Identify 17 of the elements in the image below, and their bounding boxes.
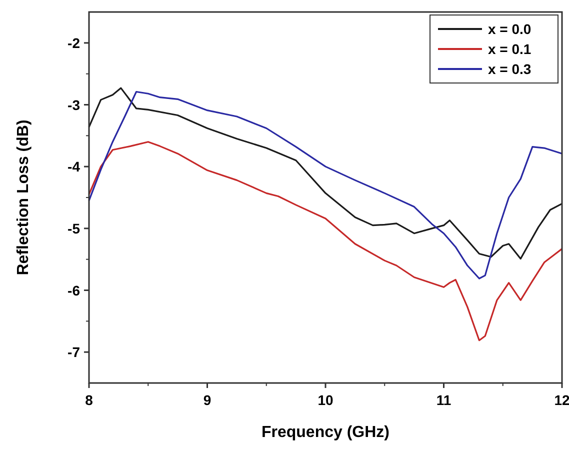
y-tick-label: -5: [68, 220, 80, 236]
x-axis-title: Frequency (GHz): [261, 424, 390, 441]
y-tick-label: -6: [68, 282, 80, 298]
legend-label: x = 0.0: [488, 21, 532, 37]
x-tick-label: 10: [318, 392, 334, 408]
y-tick-label: -7: [68, 344, 80, 360]
line-series: [88, 141, 563, 342]
y-axis-title: Reflection Loss (dB): [15, 120, 32, 276]
x-tick-label: 8: [85, 392, 94, 408]
y-tick-label: -2: [68, 34, 80, 51]
y-tick-label: -3: [68, 96, 80, 113]
legend-label: x = 0.3: [488, 61, 532, 77]
x-tick-label: 11: [436, 392, 452, 408]
x-tick-label: 9: [203, 392, 212, 408]
legend-label: x = 0.1: [488, 41, 532, 57]
y-tick-label: -4: [68, 158, 80, 175]
x-tick-label: 12: [554, 392, 569, 408]
